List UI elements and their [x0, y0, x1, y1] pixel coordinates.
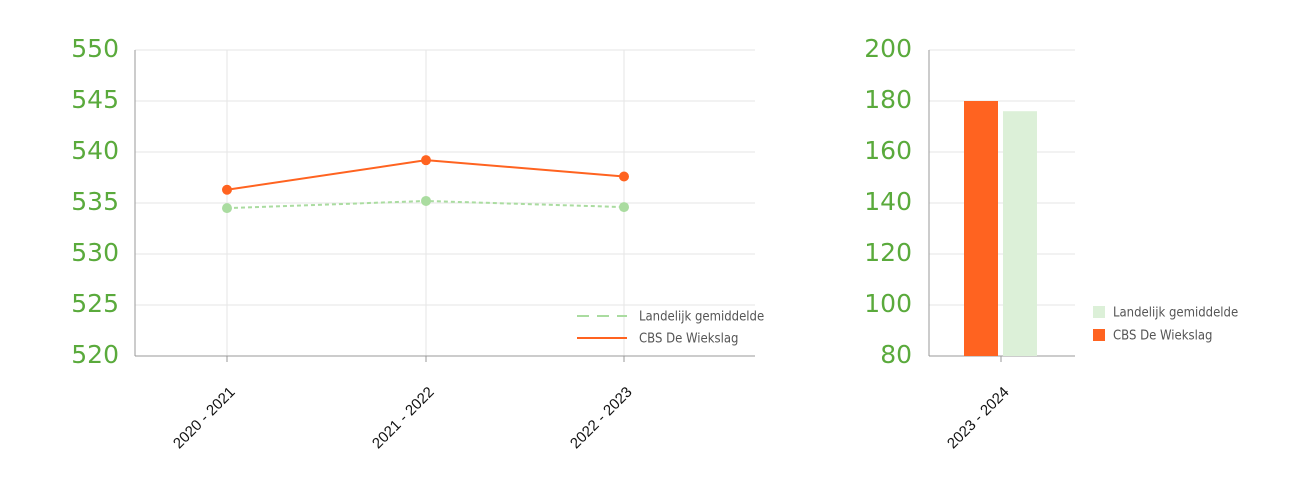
line-chart: 550 545 540 535 530 525 520 2020 - 2021 2021 - 2…: [71, 34, 764, 452]
data-point-cbs-de-wiekslag: [222, 184, 232, 195]
y-tick-label: 100: [864, 289, 912, 318]
y-tick-label: 180: [864, 85, 912, 114]
legend-label-landelijk-gemiddelde: Landelijk gemiddelde: [639, 310, 764, 325]
y-tick-label: 525: [71, 289, 119, 318]
data-point-cbs-de-wiekslag: [619, 171, 629, 182]
y-tick-label: 80: [880, 340, 912, 369]
legend-swatch-landelijk-gemiddelde: [1093, 306, 1105, 318]
bar-landelijk-gemiddelde: [1003, 111, 1037, 356]
y-tick-label: 530: [71, 238, 119, 267]
legend-label-cbs-de-wiekslag: CBS De Wiekslag: [639, 332, 738, 347]
legend: Landelijk gemiddelde CBS De Wiekslag: [1093, 306, 1238, 344]
y-tick-label: 535: [71, 187, 119, 216]
bar-cbs-de-wiekslag: [964, 101, 998, 356]
legend: Landelijk gemiddelde CBS De Wiekslag: [577, 310, 764, 347]
legend-swatch-cbs-de-wiekslag: [1093, 329, 1105, 341]
data-point-landelijk-gemiddelde: [222, 203, 232, 214]
x-tick-label: 2023 - 2024: [944, 384, 1013, 453]
y-tick-label: 540: [71, 136, 119, 165]
y-tick-label: 200: [864, 34, 912, 63]
data-point-cbs-de-wiekslag: [421, 155, 431, 166]
y-tick-label: 520: [71, 340, 119, 369]
bar-chart: 200 180 160 140 120 100 80 2023 - 2024 Landelijk…: [864, 34, 1238, 452]
legend-label-landelijk-gemiddelde: Landelijk gemiddelde: [1113, 306, 1238, 321]
x-tick-label: 2021 - 2022: [369, 384, 438, 453]
y-tick-label: 140: [864, 187, 912, 216]
y-tick-label: 120: [864, 238, 912, 267]
y-tick-label: 160: [864, 136, 912, 165]
y-tick-label: 550: [71, 34, 119, 63]
legend-label-cbs-de-wiekslag: CBS De Wiekslag: [1113, 329, 1212, 344]
x-tick-label: 2022 - 2023: [567, 384, 636, 453]
y-tick-label: 545: [71, 85, 119, 114]
data-point-landelijk-gemiddelde: [619, 202, 629, 213]
data-point-landelijk-gemiddelde: [421, 195, 431, 206]
x-tick-label: 2020 - 2021: [170, 384, 239, 453]
